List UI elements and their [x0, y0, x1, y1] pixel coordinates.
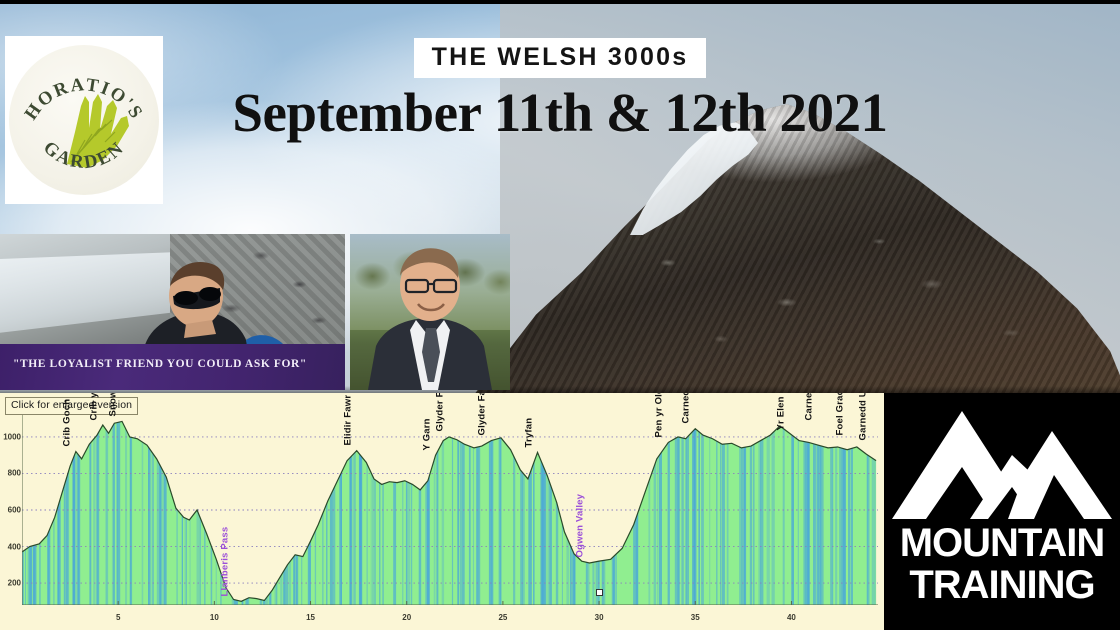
chart-y-axis-labels: 200 400 600 800 1000 — [0, 415, 22, 605]
chart-position-marker[interactable] — [596, 588, 604, 596]
y-tick-1000: 1000 — [3, 432, 21, 442]
peak-label: Crib y Ddysgl — [88, 393, 99, 420]
x-tick-15: 15 — [306, 613, 315, 622]
valley-label: Ogwen Valley — [574, 494, 586, 558]
valley-label: Llanberis Pass — [219, 526, 231, 597]
leaf-icon — [67, 94, 129, 168]
event-headline: September 11th & 12th 2021 — [232, 82, 888, 143]
peak-label: Yr Elen — [775, 395, 786, 431]
photo-caption-banner: "THE LOYALIST FRIEND YOU COULD ASK FOR" — [0, 344, 345, 390]
x-tick-30: 30 — [594, 613, 604, 622]
x-tick-5: 5 — [115, 613, 121, 622]
x-tick-40: 40 — [786, 613, 796, 622]
top-edge-bar — [0, 0, 1120, 4]
horatios-garden-logo[interactable]: HORATIO'S GARDEN — [5, 36, 163, 204]
peak-label: Foel Grach — [834, 393, 846, 436]
hero-background — [0, 0, 1120, 400]
peak-label: Garnedd Uchaf — [857, 393, 869, 441]
mountain-peaks-icon — [892, 411, 1112, 519]
y-tick-600: 600 — [7, 505, 21, 515]
peak-label: Glyder Fawr — [434, 393, 446, 432]
photo-caption-text: "THE LOYALIST FRIEND YOU COULD ASK FOR" — [13, 358, 307, 370]
y-tick-200: 200 — [7, 578, 21, 588]
peak-label: Carnedd Dafydd — [681, 393, 692, 424]
peak-label: Elidir Fawr — [342, 394, 354, 446]
peak-label: Glyder Fach — [476, 393, 488, 436]
enlarge-badge[interactable]: Click for enlarged version — [5, 397, 139, 416]
x-tick-25: 25 — [498, 613, 508, 622]
event-kicker: THE WELSH 3000s — [413, 38, 707, 78]
title-block: THE WELSH 3000s September 11th & 12th 20… — [0, 38, 1120, 142]
peak-label: Carnedd Llewelyn — [804, 393, 815, 421]
peak-label: Tryfan — [523, 417, 535, 448]
elevation-chart-panel[interactable]: Click for enlarged version 200 400 600 800 1… — [0, 393, 884, 630]
elevation-profile-svg — [22, 415, 878, 605]
chart-x-axis-labels: 5 10 15 20 25 30 35 40 — [22, 613, 878, 627]
mt-line-2: TRAINING — [909, 563, 1095, 607]
hiker-photo: "THE LOYALIST FRIEND YOU COULD ASK FOR" — [0, 234, 345, 390]
portrait-figure — [368, 248, 492, 390]
x-tick-10: 10 — [209, 613, 219, 622]
peak-label: Pen yr Ole Wen — [653, 393, 665, 438]
y-tick-400: 400 — [7, 542, 21, 552]
x-tick-35: 35 — [690, 613, 700, 622]
y-tick-800: 800 — [7, 468, 21, 478]
peak-label: Snowdon — [107, 393, 119, 417]
portrait-photo — [350, 234, 510, 390]
horatios-garden-logo-svg: HORATIO'S GARDEN — [21, 75, 144, 173]
mountain-training-logo[interactable]: MOUNTAIN TRAINING — [884, 393, 1120, 630]
peak-label: Y Garn — [421, 418, 433, 451]
mt-line-1: MOUNTAIN — [899, 521, 1106, 565]
x-tick-20: 20 — [402, 613, 412, 622]
peak-label: Crib Goch — [61, 398, 73, 447]
